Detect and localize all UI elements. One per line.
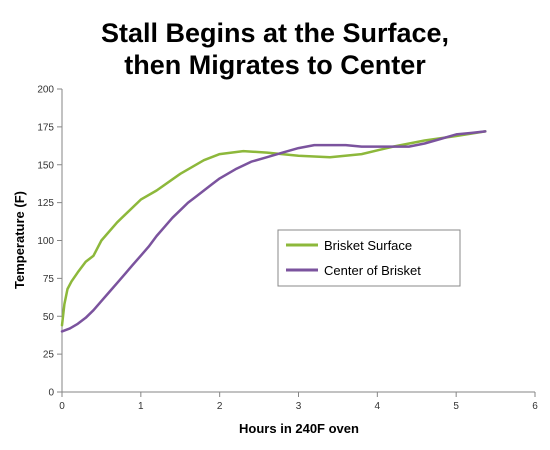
y-tick-label: 50 [43,312,55,323]
y-tick-label: 75 [43,274,55,285]
series-line-center-of-brisket [60,130,487,333]
x-tick-label: 2 [217,401,223,412]
y-tick-label: 200 [37,85,54,96]
y-tick-label: 175 [37,122,54,133]
y-tick-label: 25 [43,350,55,361]
y-tick-label: 125 [37,198,54,209]
x-tick-label: 1 [138,401,144,412]
x-tick-label: 4 [375,401,381,412]
x-tick-label: 3 [296,401,302,412]
legend-label-brisket-surface: Brisket Surface [324,238,412,253]
y-tick-label: 150 [37,160,54,171]
y-axis-title: Temperature (F) [12,191,27,289]
legend: Brisket Surface Center of Brisket [277,229,461,287]
chart-title-line-1: Stall Begins at the Surface, [101,18,449,48]
x-tick-label: 0 [59,401,65,412]
x-axis-title: Hours in 240F oven [239,421,359,436]
tick-labels: 0 25 50 75 100 125 150 175 200 0 1 2 3 4 5 6 [37,85,538,413]
series-lines [60,130,487,333]
legend-label-center-of-brisket: Center of Brisket [324,263,421,278]
y-tick-label: 100 [37,236,54,247]
legend-box [277,229,461,287]
x-tick-label: 5 [453,401,459,412]
y-tick-label: 0 [48,388,54,399]
x-tick-label: 6 [532,401,538,412]
chart-title-line-2: then Migrates to Center [124,50,426,80]
series-line-brisket-surface [60,130,487,327]
